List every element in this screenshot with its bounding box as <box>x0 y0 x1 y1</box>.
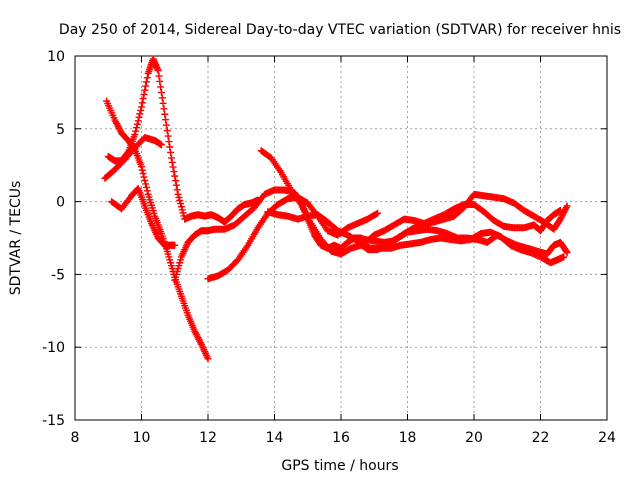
data-point <box>167 154 175 162</box>
data-point <box>170 168 178 176</box>
data-point <box>162 116 170 124</box>
data-point <box>168 158 176 166</box>
y-tick-label: -15 <box>42 413 65 429</box>
data-point <box>142 82 150 90</box>
data-point <box>138 99 146 107</box>
data-point <box>154 67 162 75</box>
data-point <box>172 181 180 189</box>
data-point <box>163 127 171 135</box>
data-point <box>563 249 571 257</box>
data-point <box>157 83 165 91</box>
series-5 <box>171 186 571 284</box>
data-point <box>562 247 570 255</box>
data-point <box>135 113 143 121</box>
x-tick-label: 16 <box>332 430 350 446</box>
data-point <box>157 88 165 96</box>
data-point <box>162 121 170 129</box>
grid <box>75 56 607 420</box>
data-point <box>204 355 212 363</box>
data-point <box>157 141 165 149</box>
data-point <box>177 203 185 211</box>
x-tick-label: 12 <box>199 430 217 446</box>
data-point <box>138 103 145 111</box>
data-point <box>173 186 181 194</box>
data-point <box>142 180 150 188</box>
data-marks <box>101 55 571 363</box>
data-point <box>143 187 151 195</box>
data-point <box>139 95 147 103</box>
data-point <box>143 74 151 82</box>
data-point <box>138 163 145 171</box>
y-axis-label: SDTVAR / TECUs <box>8 181 24 296</box>
data-point <box>137 106 145 114</box>
data-point <box>140 90 148 98</box>
y-tick-label: 5 <box>56 122 65 138</box>
data-point <box>161 110 169 118</box>
data-point <box>142 183 150 191</box>
y-tick-label: -10 <box>42 340 65 356</box>
y-tick-label: -5 <box>51 267 65 283</box>
x-tick-label: 22 <box>532 430 550 446</box>
data-point <box>141 176 149 184</box>
data-point <box>372 210 380 218</box>
y-tick-label: 10 <box>47 49 65 65</box>
data-point <box>563 202 571 210</box>
data-point <box>374 209 382 217</box>
series-9 <box>360 201 564 246</box>
x-tick-label: 14 <box>266 430 284 446</box>
data-point <box>171 172 179 180</box>
data-point <box>164 132 172 140</box>
data-point <box>172 177 180 185</box>
x-axis-label: GPS time / hours <box>281 458 398 474</box>
data-point <box>556 206 564 214</box>
data-point <box>175 193 183 201</box>
data-point <box>171 241 179 249</box>
data-point <box>133 124 141 132</box>
data-point <box>560 253 568 261</box>
data-point <box>166 143 174 151</box>
data-point <box>176 197 184 205</box>
data-point <box>138 166 146 174</box>
y-tick-label: 0 <box>56 195 65 211</box>
x-tick-label: 20 <box>465 430 483 446</box>
data-point <box>132 127 140 135</box>
data-point <box>177 200 185 208</box>
series-2 <box>103 97 212 363</box>
data-point <box>165 138 173 146</box>
x-tick-label: 24 <box>598 430 616 446</box>
x-tick-label: 10 <box>133 430 151 446</box>
data-point <box>141 86 149 94</box>
axis-ticks: 8 10 12 14 16 18 20 22 24 -15 -10 -5 0 5 10 <box>42 49 616 446</box>
data-point <box>158 94 166 102</box>
chart-title: Day 250 of 2014, Sidereal Day-to-day VTE… <box>59 22 621 38</box>
series-4 <box>108 184 179 249</box>
data-point <box>139 170 147 178</box>
data-point <box>140 173 148 181</box>
data-point <box>156 77 164 85</box>
data-point <box>169 163 177 171</box>
data-point <box>167 148 175 156</box>
data-point <box>136 110 144 118</box>
data-point <box>179 209 187 217</box>
data-point <box>178 206 186 214</box>
data-point <box>131 131 139 139</box>
data-point <box>174 190 182 198</box>
x-tick-label: 18 <box>399 430 417 446</box>
data-point <box>134 117 142 125</box>
series-3 <box>104 55 262 226</box>
data-point <box>133 120 141 128</box>
data-point <box>155 72 163 80</box>
data-point <box>142 78 150 86</box>
data-point <box>159 99 167 107</box>
data-point <box>160 105 168 113</box>
x-tick-label: 8 <box>71 430 80 446</box>
